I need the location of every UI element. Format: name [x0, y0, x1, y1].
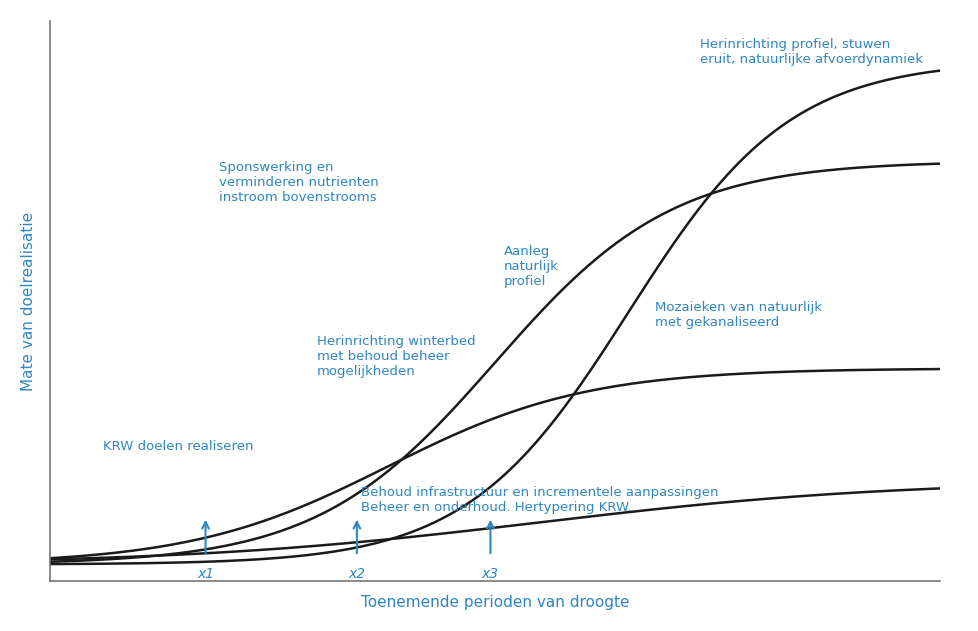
Text: Mozaieken van natuurlijk
met gekanaliseerd: Mozaieken van natuurlijk met gekanalisee…: [654, 301, 822, 329]
Text: x2: x2: [348, 567, 365, 581]
Text: KRW doelen realiseren: KRW doelen realiseren: [103, 440, 253, 453]
Text: Behoud infrastructuur en incrementele aanpassingen
Beheer en onderhoud. Hertyper: Behoud infrastructuur en incrementele aa…: [361, 486, 718, 514]
Text: x1: x1: [197, 567, 214, 581]
Text: Herinrichting winterbed
met behoud beheer
mogelijkheden: Herinrichting winterbed met behoud behee…: [317, 334, 475, 378]
Text: x3: x3: [481, 567, 499, 581]
X-axis label: Toenemende perioden van droogte: Toenemende perioden van droogte: [360, 595, 629, 610]
Y-axis label: Mate van doelrealisatie: Mate van doelrealisatie: [21, 211, 36, 391]
Text: Sponswerking en
verminderen nutrienten
instroom bovenstrooms: Sponswerking en verminderen nutrienten i…: [219, 161, 378, 204]
Text: Aanleg
naturlijk
profiel: Aanleg naturlijk profiel: [504, 245, 558, 288]
Text: Herinrichting profiel, stuwen
eruit, natuurlijke afvoerdynamiek: Herinrichting profiel, stuwen eruit, nat…: [699, 38, 921, 66]
